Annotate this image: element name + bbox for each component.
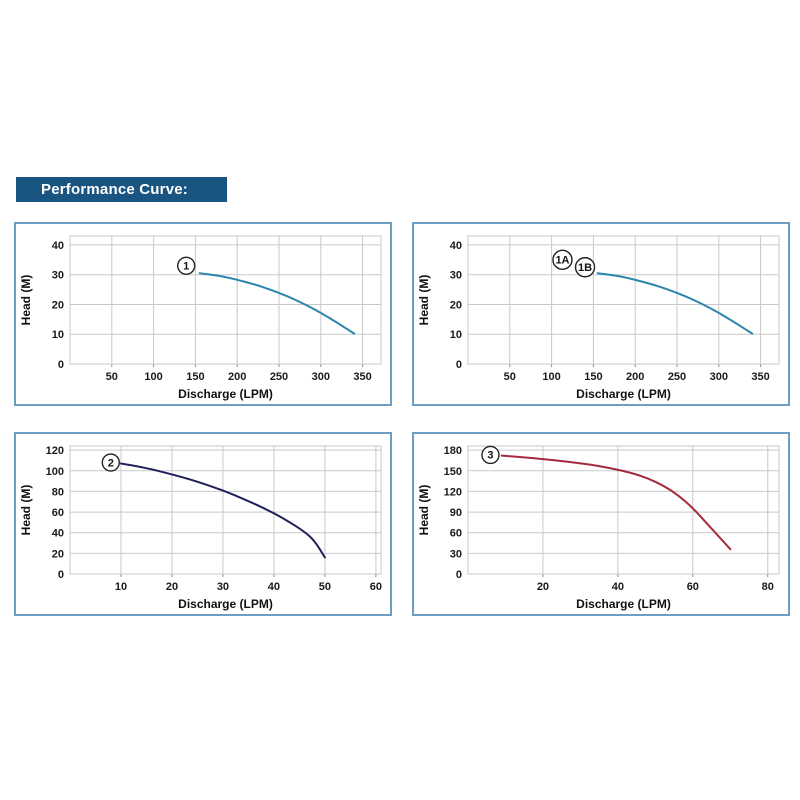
y-tick-label: 30 xyxy=(450,548,462,560)
chart-panel-curve-1: 50 100 150 200 250 300 350 0 10 20 30 40 1 Discharge … xyxy=(14,222,392,406)
x-tick-label: 250 xyxy=(668,371,686,383)
y-axis-title: Head (M) xyxy=(417,275,431,326)
plot-border xyxy=(467,445,780,575)
curve-badge-circle xyxy=(552,249,573,271)
curve-badge-circle xyxy=(574,257,596,278)
x-tick-label: 350 xyxy=(353,371,371,383)
x-tick-label: 50 xyxy=(504,371,516,383)
x-tick-label: 250 xyxy=(270,371,288,383)
y-tick-label: 80 xyxy=(52,486,64,498)
performance-chart-1a-1b: 50 100 150 200 250 300 350 0 10 20 30 40 1A 1B Dischar… xyxy=(417,235,780,401)
curve-badge-label: 1A xyxy=(555,255,569,267)
y-tick-label: 10 xyxy=(52,329,64,341)
x-tick-label: 20 xyxy=(166,581,178,593)
plot-border xyxy=(467,235,780,365)
y-tick-label: 20 xyxy=(52,548,64,560)
performance-chart-2: 10 20 30 40 50 60 0 20 40 60 80 100 120 2 Discharge (L… xyxy=(19,445,382,611)
x-tick-label: 20 xyxy=(537,581,549,593)
curve-badge-circle xyxy=(101,453,120,472)
chart-panel-curve-3: 20 40 60 80 0 30 60 90 120 150 180 3 Discharge (LPM)… xyxy=(412,432,790,616)
x-axis-title: Discharge (LPM) xyxy=(576,597,671,611)
curve-badge-label: 1 xyxy=(183,261,189,273)
x-tick-label: 80 xyxy=(762,581,774,593)
performance-curve-line xyxy=(500,454,732,551)
curve-badge-circle xyxy=(481,445,500,465)
performance-chart-3: 20 40 60 80 0 30 60 90 120 150 180 3 Discharge (LPM)… xyxy=(417,445,780,611)
section-title-bar: Performance Curve: xyxy=(16,177,227,202)
y-tick-label: 120 xyxy=(46,445,64,457)
y-tick-label: 100 xyxy=(46,466,64,478)
y-tick-label: 40 xyxy=(52,528,64,540)
x-tick-label: 10 xyxy=(115,581,127,593)
x-tick-label: 40 xyxy=(268,581,280,593)
plot-border xyxy=(69,235,382,365)
curve-badge-label: 1B xyxy=(578,262,592,274)
y-tick-label: 0 xyxy=(58,359,64,371)
y-tick-label: 10 xyxy=(450,329,462,341)
x-tick-label: 100 xyxy=(542,371,560,383)
x-axis-title: Discharge (LPM) xyxy=(178,387,273,401)
plot-border xyxy=(69,445,382,575)
y-tick-label: 0 xyxy=(456,569,462,581)
x-tick-label: 50 xyxy=(319,581,331,593)
chart-panel-curve-1a-1b: 50 100 150 200 250 300 350 0 10 20 30 40 1A 1B Dischar… xyxy=(412,222,790,406)
y-tick-label: 0 xyxy=(456,359,462,371)
y-tick-label: 180 xyxy=(444,445,462,457)
x-tick-label: 100 xyxy=(144,371,162,383)
y-tick-label: 40 xyxy=(450,240,462,252)
curve-badge-label: 3 xyxy=(487,450,493,462)
x-axis-title: Discharge (LPM) xyxy=(178,597,273,611)
x-tick-label: 300 xyxy=(710,371,728,383)
x-tick-label: 60 xyxy=(687,581,699,593)
y-tick-label: 60 xyxy=(450,528,462,540)
y-tick-label: 20 xyxy=(52,299,64,311)
y-tick-label: 30 xyxy=(450,270,462,282)
y-tick-label: 120 xyxy=(444,486,462,498)
x-tick-label: 200 xyxy=(228,371,246,383)
y-tick-label: 90 xyxy=(450,507,462,519)
x-tick-label: 200 xyxy=(626,371,644,383)
performance-curve-line xyxy=(596,272,754,335)
x-tick-label: 30 xyxy=(217,581,229,593)
x-tick-label: 40 xyxy=(612,581,624,593)
x-tick-label: 300 xyxy=(312,371,330,383)
y-axis-title: Head (M) xyxy=(19,485,33,536)
x-axis-title: Discharge (LPM) xyxy=(576,387,671,401)
section-title: Performance Curve: xyxy=(41,181,188,198)
y-tick-label: 0 xyxy=(58,569,64,581)
x-tick-label: 50 xyxy=(106,371,118,383)
performance-curve-line xyxy=(120,462,326,559)
y-tick-label: 30 xyxy=(52,270,64,282)
curve-badge-label: 2 xyxy=(108,457,114,469)
y-tick-label: 40 xyxy=(52,240,64,252)
x-tick-label: 350 xyxy=(751,371,769,383)
performance-curve-line xyxy=(198,272,356,335)
y-axis-title: Head (M) xyxy=(19,275,33,326)
x-tick-label: 150 xyxy=(584,371,602,383)
y-tick-label: 20 xyxy=(450,299,462,311)
y-tick-label: 60 xyxy=(52,507,64,519)
x-tick-label: 60 xyxy=(370,581,382,593)
curve-badge-circle xyxy=(177,256,196,275)
chart-panel-curve-2: 10 20 30 40 50 60 0 20 40 60 80 100 120 2 Discharge (L… xyxy=(14,432,392,616)
x-tick-label: 150 xyxy=(186,371,204,383)
y-axis-title: Head (M) xyxy=(417,485,431,536)
performance-chart-1: 50 100 150 200 250 300 350 0 10 20 30 40 1 Discharge … xyxy=(19,235,382,401)
y-tick-label: 150 xyxy=(444,466,462,478)
